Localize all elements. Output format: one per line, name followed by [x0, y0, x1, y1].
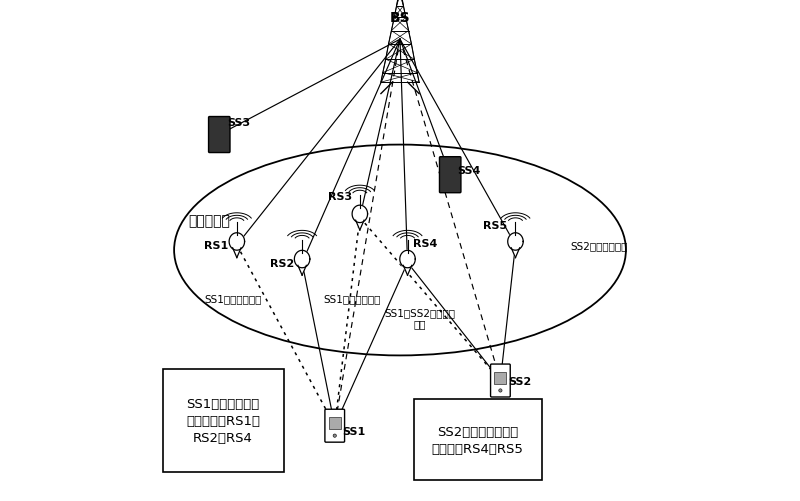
Text: RS1: RS1 — [204, 240, 228, 250]
Polygon shape — [294, 251, 310, 268]
Text: SS2友好中继节点: SS2友好中继节点 — [570, 240, 628, 250]
Polygon shape — [233, 248, 241, 258]
Circle shape — [498, 389, 502, 392]
FancyBboxPatch shape — [325, 409, 345, 442]
Text: SS1的可服务中继
节点集合：RS1、
RS2、RS4: SS1的可服务中继 节点集合：RS1、 RS2、RS4 — [186, 397, 260, 444]
FancyBboxPatch shape — [162, 369, 283, 472]
FancyBboxPatch shape — [414, 399, 542, 480]
Text: SS1协同传输中继: SS1协同传输中继 — [205, 293, 262, 303]
Text: SS2的可服务中继节
点集合：RS4、RS5: SS2的可服务中继节 点集合：RS4、RS5 — [432, 425, 524, 454]
Text: RS4: RS4 — [413, 239, 438, 249]
Polygon shape — [403, 266, 412, 276]
FancyBboxPatch shape — [439, 157, 461, 193]
Text: RS3: RS3 — [328, 192, 352, 202]
Circle shape — [333, 434, 336, 437]
Bar — [329, 417, 341, 429]
Polygon shape — [229, 233, 245, 250]
Text: BS: BS — [390, 11, 410, 25]
Polygon shape — [298, 266, 306, 276]
Text: SS1: SS1 — [342, 426, 366, 436]
Bar — [494, 372, 506, 384]
FancyBboxPatch shape — [490, 364, 510, 397]
FancyBboxPatch shape — [209, 117, 230, 153]
Polygon shape — [352, 206, 367, 223]
Text: SS1友好中继节点: SS1友好中继节点 — [324, 293, 381, 303]
Text: SS4: SS4 — [458, 165, 481, 175]
Polygon shape — [511, 248, 520, 258]
Text: RS5: RS5 — [483, 220, 507, 230]
Text: SS2: SS2 — [508, 376, 531, 386]
Text: SS3: SS3 — [226, 118, 250, 128]
Polygon shape — [356, 221, 364, 230]
Text: 基站覆盖区: 基站覆盖区 — [188, 213, 230, 227]
Polygon shape — [400, 251, 415, 268]
Text: RS2: RS2 — [270, 258, 294, 268]
Polygon shape — [508, 233, 523, 250]
Text: SS1、SS2协同传输
中继: SS1、SS2协同传输 中继 — [385, 307, 455, 329]
